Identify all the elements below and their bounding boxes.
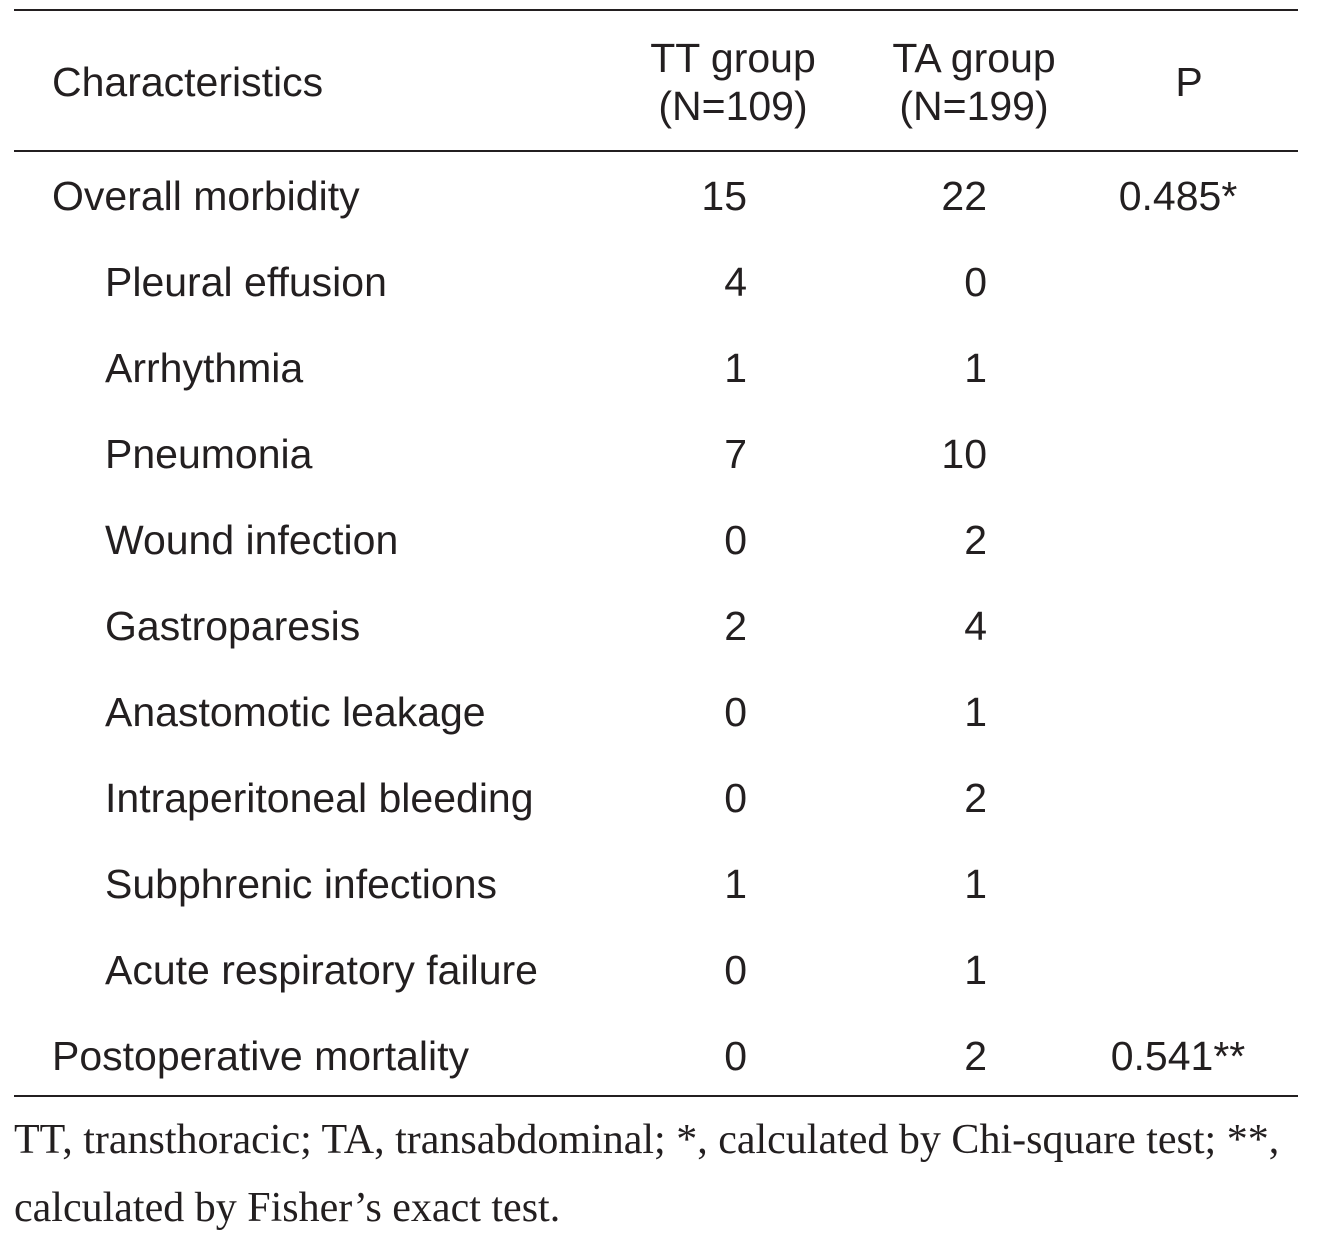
row-tt-value: 1 <box>724 345 747 391</box>
row-ta-value: 22 <box>941 173 987 219</box>
row-tt-value: 0 <box>724 775 747 821</box>
row-ta-value: 2 <box>964 517 987 563</box>
row-ta-value: 4 <box>964 603 987 649</box>
row-tt-value: 1 <box>724 861 747 907</box>
row-ta-value: 2 <box>964 775 987 821</box>
header-ta-group: TA group (N=199) <box>844 34 1104 130</box>
row-tt-value: 0 <box>724 517 747 563</box>
table-footnote: TT, transthoracic; TA, transabdominal; *… <box>14 1117 1280 1231</box>
row-ta-value: 0 <box>964 259 987 305</box>
row-tt-value: 0 <box>724 947 747 993</box>
table-row: Wound infection 0 2 <box>14 497 1298 583</box>
row-label: Pleural effusion <box>105 259 387 305</box>
row-label: Postoperative mortality <box>52 1033 470 1079</box>
header-ta-group-n: (N=199) <box>899 83 1049 129</box>
row-label: Arrhythmia <box>105 345 304 391</box>
table-row: Acute respiratory failure 0 1 <box>14 927 1298 1013</box>
row-label: Intraperitoneal bleeding <box>105 775 534 821</box>
row-tt-value: 0 <box>724 1033 747 1079</box>
header-tt-group-n: (N=109) <box>658 83 808 129</box>
header-p: P <box>1175 59 1203 105</box>
table-row: Intraperitoneal bleeding 0 2 <box>14 755 1298 841</box>
table-row: Subphrenic infections 1 1 <box>14 841 1298 927</box>
table-row: Overall morbidity 15 22 0.485* <box>14 153 1298 239</box>
table-top-rule <box>14 9 1298 11</box>
row-p-value: 0.541** <box>1110 1033 1246 1079</box>
table-row: Gastroparesis 2 4 <box>14 583 1298 669</box>
header-tt-group-label: TT group <box>650 35 816 81</box>
table-bottom-rule <box>14 1095 1298 1097</box>
row-label: Subphrenic infections <box>105 861 498 907</box>
header-characteristics: Characteristics <box>52 59 324 105</box>
row-ta-value: 1 <box>964 947 987 993</box>
row-tt-value: 2 <box>724 603 747 649</box>
row-ta-value: 1 <box>964 689 987 735</box>
row-p-value: 0.485* <box>1118 173 1238 219</box>
table-header-rule <box>14 150 1298 152</box>
row-tt-value: 7 <box>724 431 747 477</box>
row-label: Acute respiratory failure <box>105 947 538 993</box>
row-tt-value: 4 <box>724 259 747 305</box>
row-ta-value: 10 <box>941 431 987 477</box>
row-label: Wound infection <box>105 517 399 563</box>
header-tt-group: TT group (N=109) <box>603 34 863 130</box>
table-row: Arrhythmia 1 1 <box>14 325 1298 411</box>
table-row: Pneumonia 7 10 <box>14 411 1298 497</box>
row-label: Gastroparesis <box>105 603 361 649</box>
row-ta-value: 2 <box>964 1033 987 1079</box>
row-ta-value: 1 <box>964 345 987 391</box>
header-ta-group-label: TA group <box>892 35 1056 81</box>
row-label: Pneumonia <box>105 431 313 477</box>
row-tt-value: 15 <box>701 173 747 219</box>
row-ta-value: 1 <box>964 861 987 907</box>
table-row: Postoperative mortality 0 2 0.541** <box>14 1013 1298 1099</box>
table-row: Anastomotic leakage 0 1 <box>14 669 1298 755</box>
row-label: Anastomotic leakage <box>105 689 486 735</box>
row-tt-value: 0 <box>724 689 747 735</box>
table-row: Pleural effusion 4 0 <box>14 239 1298 325</box>
row-label: Overall morbidity <box>52 173 360 219</box>
